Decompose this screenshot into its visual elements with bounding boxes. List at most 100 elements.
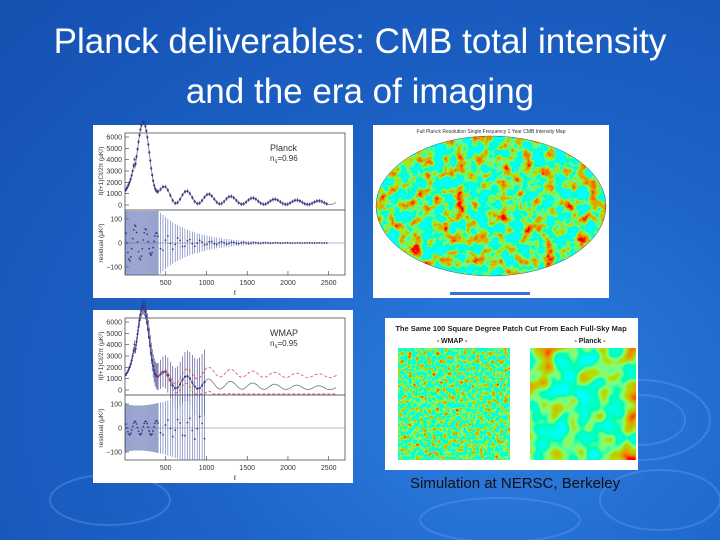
residual-dot <box>124 232 127 235</box>
y-label: ℓ(ℓ+1)Cℓ/2π (μK²) <box>98 146 105 195</box>
residual-dot <box>145 420 148 423</box>
residual-dot <box>274 241 277 244</box>
residual-dot <box>323 242 326 244</box>
x-tick-label: 1500 <box>239 465 255 472</box>
x-label: ℓ <box>233 475 237 482</box>
residual-dot <box>126 251 129 254</box>
residual-dot <box>152 246 155 249</box>
residual-dot <box>156 419 159 422</box>
data-dot <box>191 381 194 384</box>
data-dot <box>191 196 194 199</box>
data-dot <box>276 199 279 202</box>
sky-map <box>376 136 606 276</box>
data-dot <box>240 203 243 206</box>
residual-dot <box>318 242 321 244</box>
residual-dot <box>220 240 223 243</box>
residual-dot <box>162 249 164 252</box>
data-dot <box>153 369 156 372</box>
residual-dot <box>174 429 177 432</box>
data-dot <box>271 198 275 201</box>
residual-label: residual (μK²) <box>98 408 105 447</box>
residual-dot <box>203 244 206 246</box>
data-dot <box>152 364 155 367</box>
x-tick-label: 500 <box>160 280 172 287</box>
residual-dot <box>237 242 240 245</box>
param-n: n <box>270 154 274 163</box>
residual-dot <box>198 415 201 418</box>
residual-dot <box>181 434 184 437</box>
residual-dot <box>188 417 191 420</box>
data-dot <box>148 336 151 339</box>
data-dot <box>149 159 152 162</box>
residual-dot <box>186 240 189 242</box>
data-dot <box>303 202 306 205</box>
param-sub: s <box>274 159 277 165</box>
data-dot <box>137 140 140 143</box>
data-dot <box>281 202 284 205</box>
residual-dot <box>242 241 245 244</box>
data-dot <box>188 192 191 195</box>
residual-dot <box>235 242 238 245</box>
residual-dot <box>320 242 323 244</box>
residual-dot <box>136 426 139 429</box>
data-dot <box>166 373 169 377</box>
residual-dot <box>151 251 154 254</box>
residual-dot <box>174 243 177 246</box>
residual-dot <box>147 426 150 429</box>
residual-dot <box>134 225 137 228</box>
data-dot <box>125 187 128 190</box>
data-dot <box>147 143 150 146</box>
residual-dot <box>125 427 128 429</box>
plot-param: ns=0.95 <box>270 339 298 350</box>
residual-dot <box>154 422 157 425</box>
residual-dot <box>250 242 252 245</box>
data-dot <box>166 188 169 192</box>
data-dot <box>147 328 150 331</box>
data-dot <box>146 321 149 324</box>
x-tick-label: 2000 <box>280 465 296 472</box>
x-label: ℓ <box>233 290 237 297</box>
data-dot <box>137 325 140 328</box>
data-dot <box>153 184 156 187</box>
y-tick-label: 0 <box>118 388 122 395</box>
data-dot <box>320 200 323 203</box>
caption: Simulation at NERSC, Berkeley <box>410 475 621 492</box>
residual-dot <box>143 422 146 425</box>
map-outline <box>375 135 607 277</box>
data-dot <box>298 199 301 203</box>
plot-frame <box>124 132 346 276</box>
data-dot <box>149 344 152 347</box>
residual-dot <box>218 241 221 244</box>
data-dot <box>159 188 162 191</box>
data-dot <box>150 167 153 170</box>
residual-dot <box>142 425 145 428</box>
data-dot <box>242 202 245 205</box>
data-dot <box>186 375 189 378</box>
residual-dot <box>164 239 167 242</box>
residual-dot <box>272 242 274 244</box>
residual-dot <box>136 240 139 243</box>
data-dot <box>200 384 204 387</box>
param-n: n <box>270 339 274 348</box>
data-dot <box>130 359 133 362</box>
data-dot <box>151 359 154 362</box>
residual-dot <box>223 241 225 244</box>
residual-dot <box>179 239 181 242</box>
data-dot <box>225 197 228 200</box>
data-dot <box>235 199 238 202</box>
residual-tick-label: 0 <box>118 426 122 433</box>
residual-dot <box>143 231 146 234</box>
data-dot <box>247 198 250 202</box>
plot-param: ns=0.96 <box>270 154 298 165</box>
residual-dot <box>203 437 206 440</box>
residual-dot <box>151 433 154 435</box>
data-dot <box>144 310 147 313</box>
data-dot <box>279 200 282 203</box>
data-dot <box>156 190 160 193</box>
residual-dot <box>306 242 309 244</box>
residual-dot <box>179 422 181 424</box>
residual-dot <box>132 229 135 231</box>
data-dot <box>161 185 165 188</box>
data-dot <box>291 200 294 203</box>
data-dot <box>237 201 240 204</box>
